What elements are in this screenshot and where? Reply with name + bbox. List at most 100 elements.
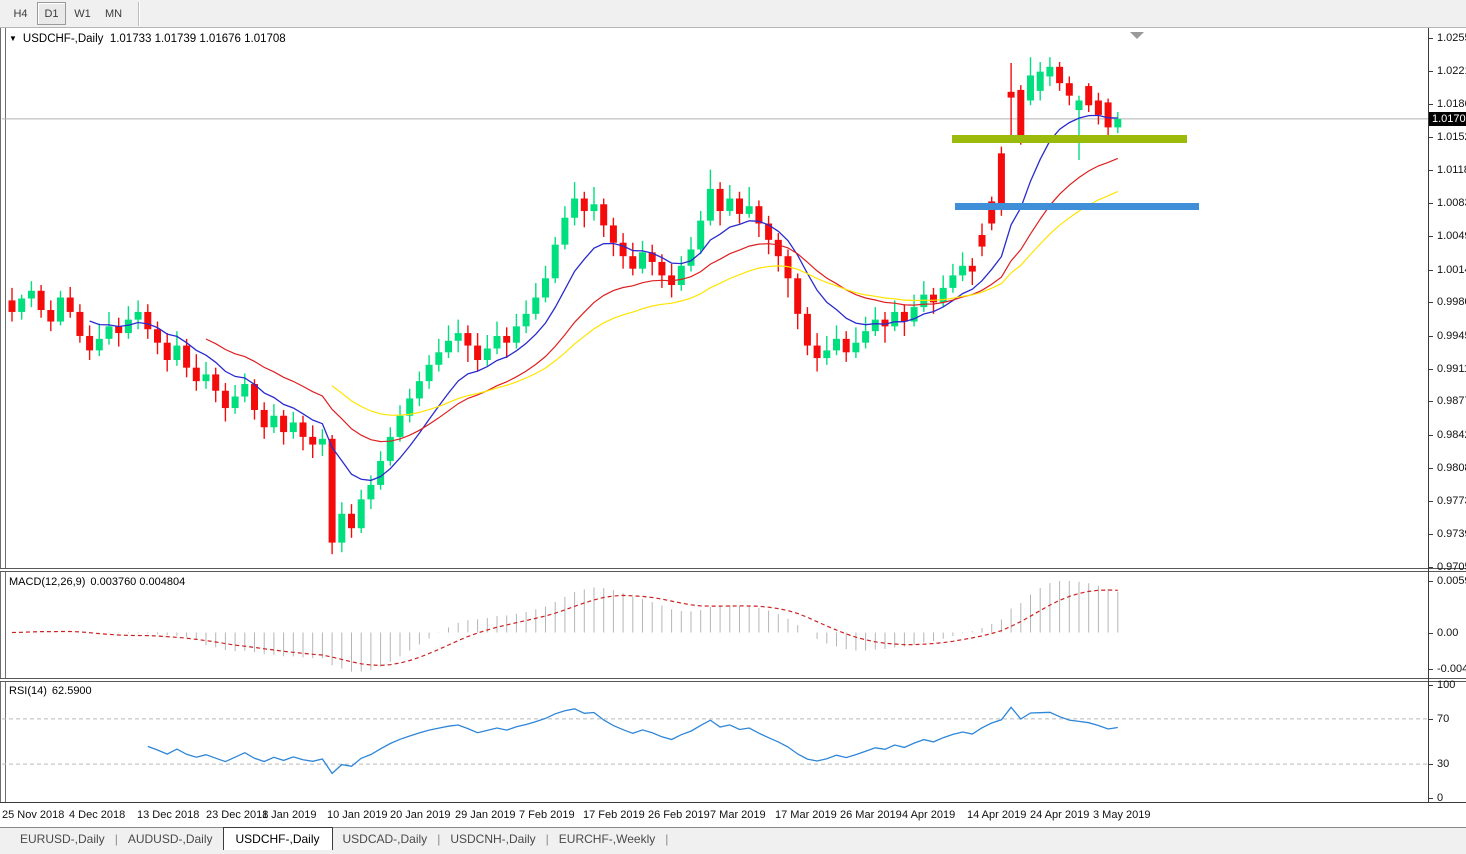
tab-separator: | — [545, 832, 549, 846]
price-tick-label: 0.98420 — [1437, 429, 1466, 441]
axis-tick — [1428, 170, 1433, 171]
chart-title-ohlc: 1.01733 1.01739 1.01676 1.01708 — [109, 33, 286, 45]
axis-tick — [1428, 236, 1433, 237]
axis-tick — [1428, 137, 1433, 138]
price-tick-label: 0.97730 — [1437, 495, 1466, 507]
price-tick-label: 0.98770 — [1437, 395, 1466, 407]
main-chart-pane[interactable] — [2, 29, 1428, 568]
date-label: 14 Apr 2019 — [967, 809, 1027, 821]
toolbar-separator — [138, 1, 140, 26]
date-label: 26 Mar 2019 — [840, 809, 902, 821]
axis-tick — [1428, 401, 1433, 402]
axis-tick — [1428, 302, 1433, 303]
rsi-tick-label: 100 — [1437, 679, 1456, 691]
macd-values: 0.003760 0.004804 — [90, 576, 186, 588]
chart-title: ▼ USDCHF-,Daily 1.01733 1.01739 1.01676 1… — [9, 33, 286, 45]
rsi-tick-label: 70 — [1437, 712, 1450, 725]
date-label: 25 Nov 2018 — [2, 809, 65, 821]
axis-tick — [1428, 632, 1433, 634]
date-label: 7 Mar 2019 — [710, 809, 766, 821]
date-label: 17 Mar 2019 — [775, 809, 837, 821]
axis-tick — [1428, 567, 1433, 568]
timeframe-button-d1[interactable]: D1 — [37, 2, 66, 25]
axis-tick — [1428, 336, 1433, 337]
date-label: 4 Dec 2018 — [69, 809, 126, 821]
axis-tick — [1428, 71, 1433, 72]
timeframe-buttons: H4 D1 W1 MN — [6, 2, 130, 25]
axis-tick — [1428, 764, 1433, 766]
price-tick-label: 1.00490 — [1437, 230, 1466, 242]
rsi-tick-label: 30 — [1437, 758, 1450, 771]
axis-tick — [1428, 203, 1433, 204]
date-label: 7 Feb 2019 — [519, 809, 575, 821]
timeframe-toolbar: H4 D1 W1 MN — [0, 0, 1466, 28]
rsi-value: 62.5900 — [51, 685, 92, 697]
window-left-edge — [0, 28, 1, 803]
price-tick-label: 0.97050 — [1437, 561, 1466, 573]
price-tick-label: 1.00830 — [1437, 197, 1466, 209]
date-label: 13 Dec 2018 — [137, 809, 200, 821]
axis-tick — [1428, 581, 1433, 582]
macd-pane[interactable] — [2, 572, 1428, 677]
current-price-label: 1.01708 — [1429, 111, 1466, 126]
rsi-label: RSI(14) 62.5900 — [9, 685, 92, 697]
price-tick-label: 0.99110 — [1437, 363, 1466, 375]
axis-tick — [1428, 435, 1433, 436]
price-tick-label: 0.98080 — [1437, 462, 1466, 474]
date-label: 20 Jan 2019 — [390, 809, 451, 821]
date-label: 4 Apr 2019 — [902, 809, 956, 821]
price-tick-label: 1.01520 — [1437, 131, 1466, 143]
chart-shift-icon — [1130, 32, 1144, 39]
axis-tick — [1428, 669, 1433, 670]
chart-tab-bar: EURUSD-,Daily | AUDUSD-,Daily USDCHF-,Daily… — [0, 827, 1466, 854]
tab-usdcnh-daily[interactable]: USDCNH-,Daily — [450, 832, 536, 846]
macd-tick-label: 0.00597 — [1437, 575, 1466, 587]
rsi-pane[interactable] — [2, 681, 1428, 799]
date-label: 23 Dec 2018 — [206, 809, 269, 821]
pane-splitter[interactable] — [0, 678, 1466, 682]
tab-separator: | — [665, 832, 669, 846]
axis-tick — [1428, 501, 1433, 502]
price-tick-label: 1.02550 — [1437, 32, 1466, 44]
rsi-tick-label: 0 — [1437, 792, 1444, 804]
chart-title-symbol: USDCHF-,Daily — [22, 33, 104, 45]
price-tick-label: 1.02210 — [1437, 65, 1466, 77]
chart-window: ▼ USDCHF-,Daily 1.01733 1.01739 1.01676 1… — [0, 28, 1466, 854]
tab-separator: | — [114, 832, 118, 846]
date-label: 26 Feb 2019 — [648, 809, 710, 821]
date-axis[interactable]: 25 Nov 2018 4 Dec 2018 13 Dec 2018 23 Dec 2… — [0, 802, 1466, 828]
axis-tick — [1428, 798, 1433, 799]
tab-usdcad-daily[interactable]: USDCAD-,Daily — [342, 832, 428, 846]
date-label: 17 Feb 2019 — [583, 809, 645, 821]
price-tick-label: 1.01860 — [1437, 98, 1466, 110]
axis-tick — [1428, 718, 1433, 720]
tab-usdchf-daily[interactable]: USDCHF-,Daily — [222, 827, 333, 850]
date-label: 3 May 2019 — [1093, 809, 1151, 821]
price-tick-label: 0.97390 — [1437, 528, 1466, 540]
objects-toggle-icon[interactable]: ▼ — [9, 34, 17, 43]
tab-eurchf-weekly[interactable]: EURCHF-,Weekly — [558, 832, 656, 846]
price-tick-label: 0.99800 — [1437, 296, 1466, 308]
timeframe-button-w1[interactable]: W1 — [74, 7, 91, 20]
axis-tick — [1428, 534, 1433, 535]
tab-eurusd-daily[interactable]: EURUSD-,Daily — [20, 832, 105, 846]
timeframe-button-mn[interactable]: MN — [104, 7, 123, 20]
axis-tick — [1428, 468, 1433, 469]
date-label: 24 Apr 2019 — [1030, 809, 1090, 821]
price-tick-label: 1.01180 — [1437, 164, 1466, 176]
date-label: 1 Jan 2019 — [262, 809, 317, 821]
price-axis-line — [1428, 28, 1429, 803]
price-tick-label: 0.99450 — [1437, 330, 1466, 342]
macd-label: MACD(12,26,9) 0.003760 0.004804 — [9, 576, 186, 588]
macd-tick-label: -0.004243 — [1437, 663, 1466, 675]
date-label: 10 Jan 2019 — [327, 809, 388, 821]
price-tick-label: 1.00140 — [1437, 264, 1466, 276]
tab-audusd-daily[interactable]: AUDUSD-,Daily — [127, 832, 213, 846]
axis-tick — [1428, 369, 1433, 370]
macd-tick-label: 0.00 — [1437, 626, 1459, 639]
axis-tick — [1428, 104, 1433, 105]
axis-tick — [1428, 270, 1433, 271]
timeframe-button-h4[interactable]: H4 — [13, 7, 28, 20]
pane-left-edge — [5, 28, 6, 803]
pane-splitter[interactable] — [0, 568, 1466, 572]
